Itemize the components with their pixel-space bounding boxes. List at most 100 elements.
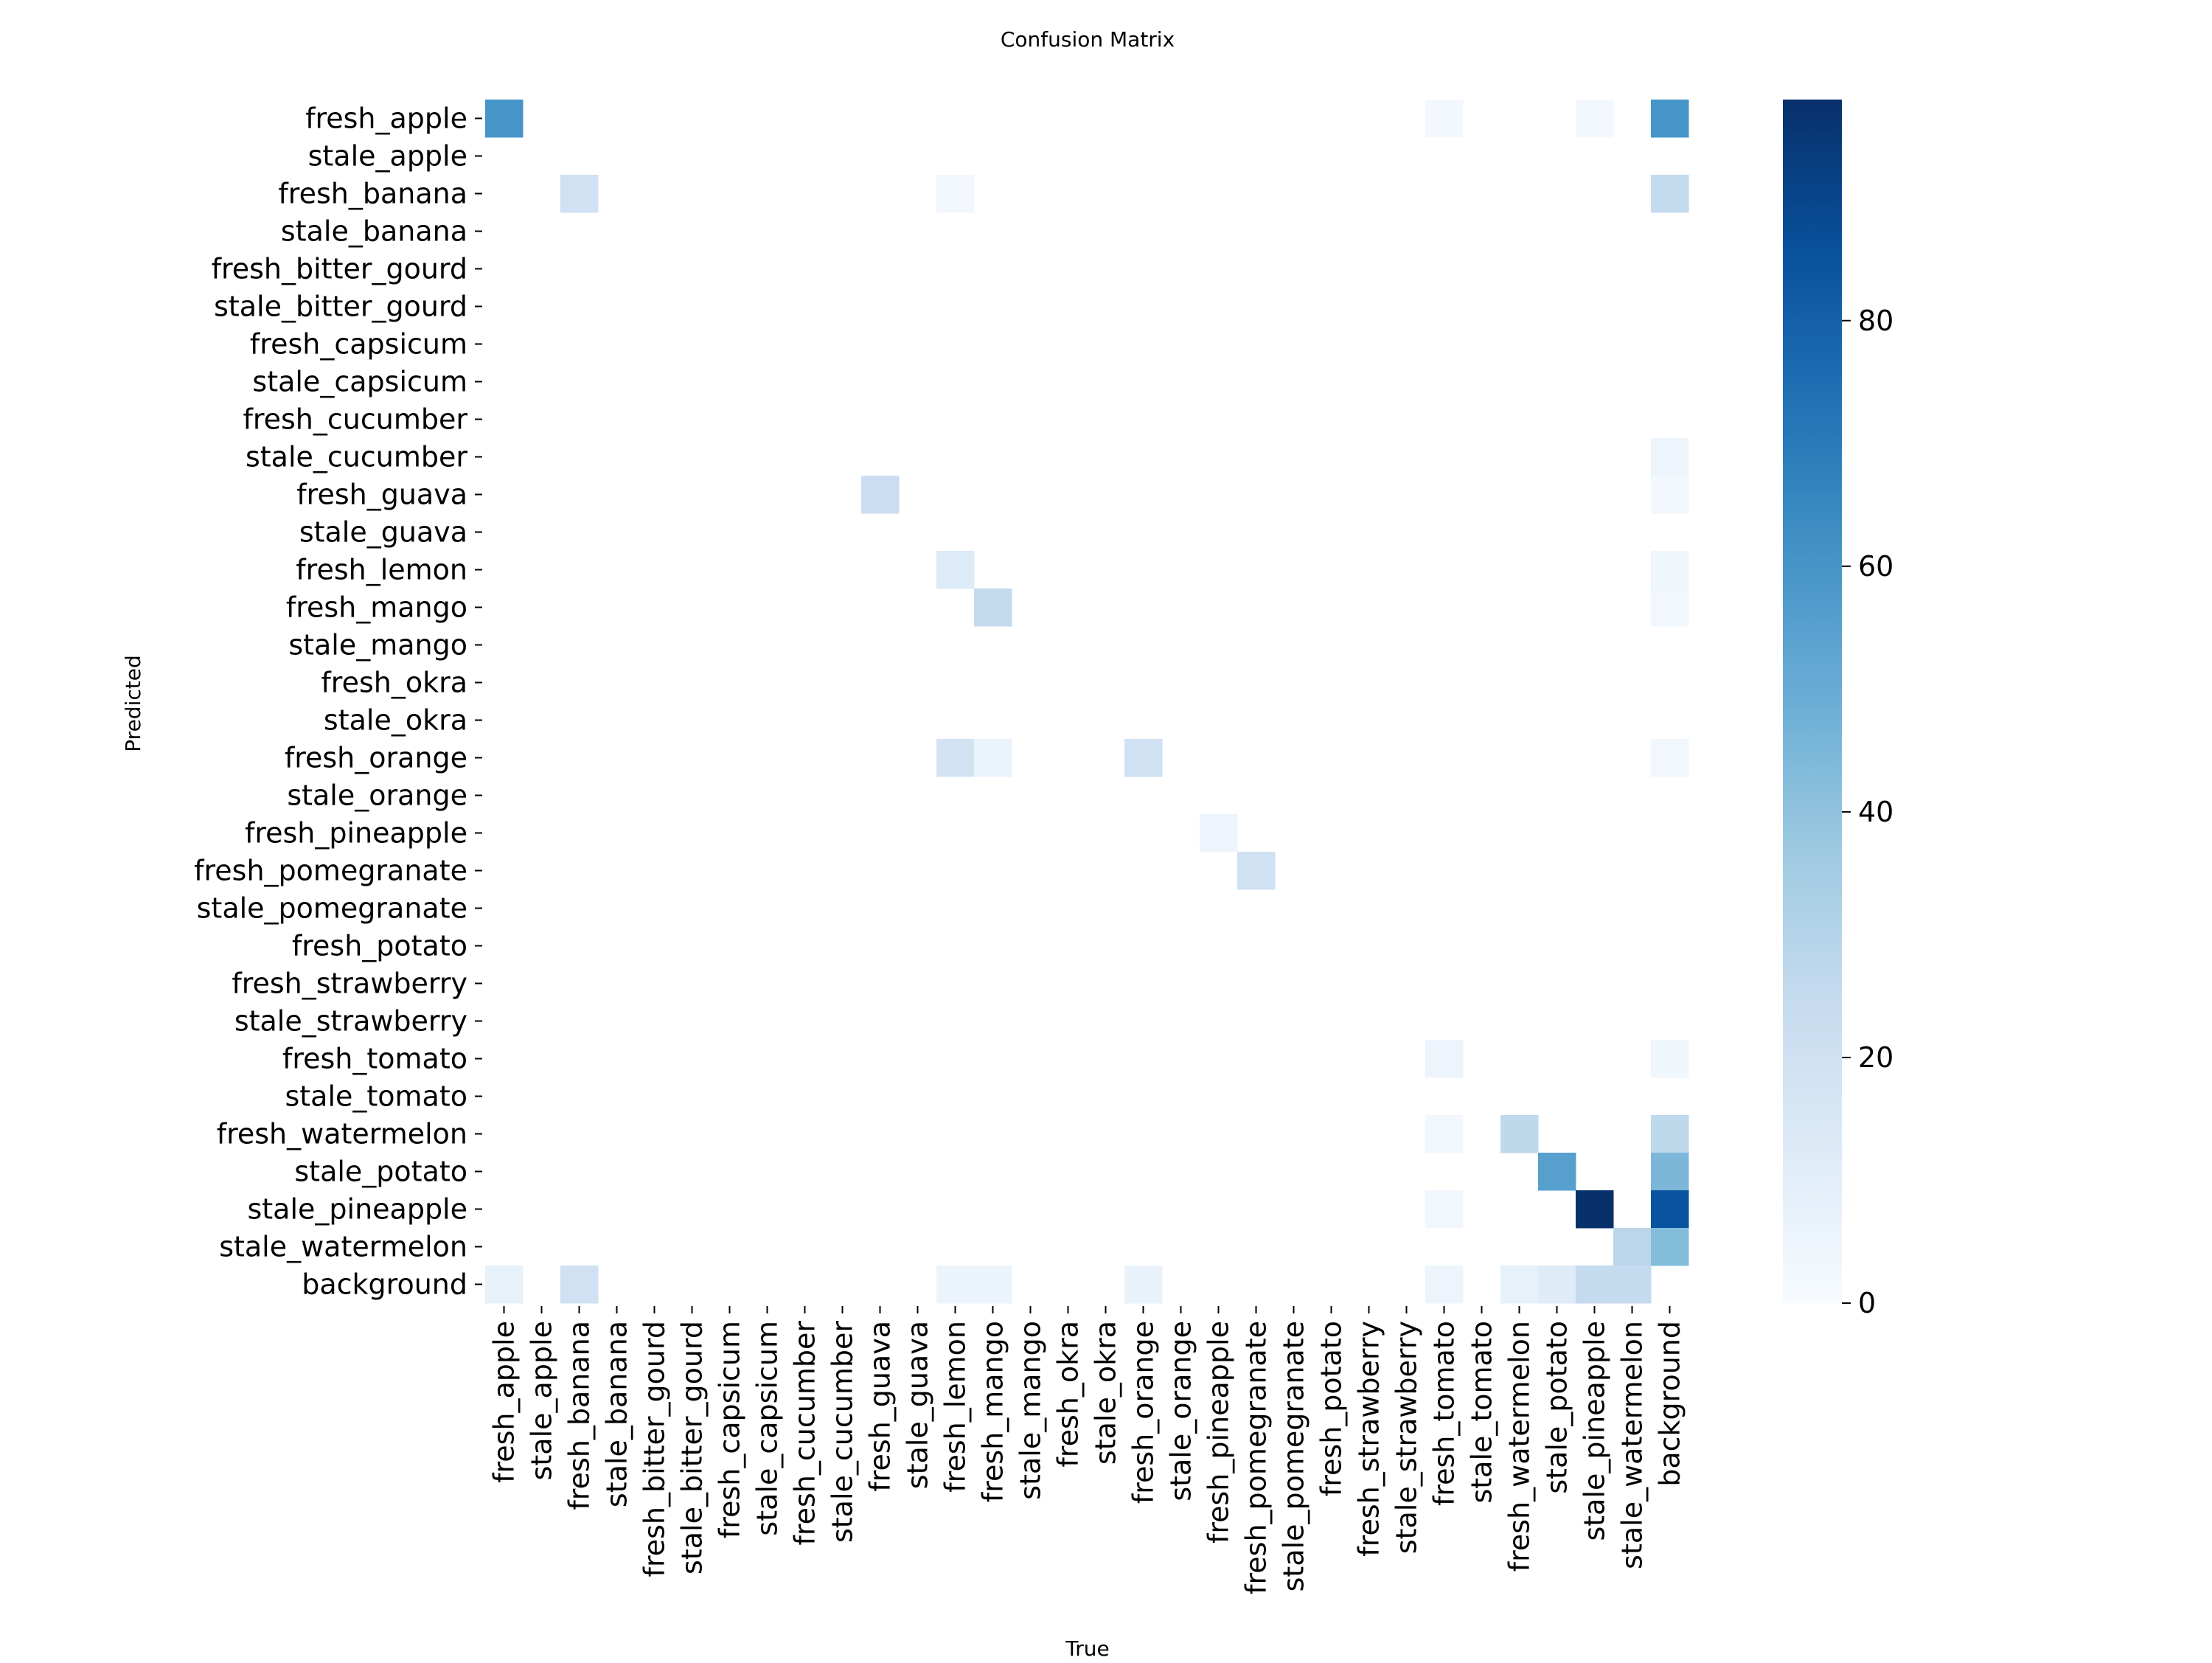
x-tick-label: fresh_pomegranate (1240, 1321, 1273, 1594)
heatmap-cell (1651, 1153, 1689, 1191)
y-tick-labels: fresh_apple stale_apple fresh_banana stale_… (194, 103, 482, 1301)
colorbar-tick-label: 60 (1858, 550, 1893, 583)
heatmap-cell (1651, 175, 1689, 213)
heatmap-cell (1576, 100, 1614, 138)
x-tick-label: fresh_guava (864, 1321, 897, 1492)
chart-title: Confusion Matrix (1001, 27, 1175, 52)
heatmap-cell (1576, 1190, 1614, 1229)
colorbar-gradient (1783, 100, 1842, 1303)
x-tick-label: fresh_apple (488, 1321, 521, 1483)
y-tick-label: stale_apple (308, 140, 467, 173)
x-tick-label: stale_banana (601, 1321, 633, 1507)
heatmap-cell (1237, 852, 1276, 890)
heatmap-cell (861, 476, 900, 514)
heatmap-cell (1651, 100, 1689, 138)
colorbar-tick-label: 0 (1858, 1287, 1876, 1319)
heatmap-cell (485, 100, 524, 138)
y-tick-label: fresh_pomegranate (194, 855, 467, 887)
heatmap-cell (560, 175, 599, 213)
heatmap-cell (936, 739, 975, 777)
heatmap-cell (560, 1266, 599, 1304)
colorbar: 0 20 40 60 80 (1783, 100, 1893, 1319)
heatmap-cell (936, 175, 975, 213)
x-tick-label: stale_bitter_gourd (676, 1321, 709, 1575)
y-tick-label: fresh_orange (285, 742, 467, 774)
heatmap-cell (1613, 1228, 1652, 1266)
heatmap-cell (936, 551, 975, 589)
heatmap-cell (974, 589, 1012, 627)
x-tick-label: background (1654, 1321, 1686, 1487)
y-tick-label: fresh_cucumber (243, 403, 467, 436)
heatmap-cell (1651, 476, 1689, 514)
x-tick-label: stale_pomegranate (1278, 1321, 1310, 1591)
heatmap-cell (1200, 814, 1238, 853)
x-tick-label: fresh_tomato (1428, 1321, 1461, 1506)
x-tick-label: stale_cucumber (827, 1321, 859, 1543)
heatmap-cell (1425, 100, 1464, 138)
colorbar-ticks: 0 20 40 60 80 (1842, 305, 1893, 1319)
heatmap-cell (1651, 739, 1689, 777)
x-tick-label: stale_okra (1090, 1321, 1122, 1465)
y-axis-title: Predicted (121, 655, 145, 751)
y-tick-label: stale_orange (287, 780, 467, 812)
heatmap-cell (1576, 1266, 1614, 1304)
y-tick-label: stale_cucumber (246, 441, 467, 473)
x-tick-label: fresh_cucumber (789, 1321, 821, 1546)
x-tick-label: fresh_potato (1315, 1321, 1348, 1496)
heatmap-cell (485, 1266, 524, 1304)
heatmap-cell (974, 739, 1012, 777)
y-tick-label: stale_capsicum (252, 366, 467, 398)
x-tick-label: fresh_okra (1052, 1321, 1085, 1468)
x-tick-label: fresh_bitter_gourd (639, 1321, 671, 1577)
y-tick-label: stale_okra (324, 704, 467, 737)
x-axis-title: True (1065, 1636, 1109, 1659)
heatmap-cell (1613, 1266, 1652, 1304)
x-tick-label: stale_mango (1015, 1321, 1047, 1500)
heatmap-cell (1124, 1266, 1163, 1304)
heatmap-cell (1651, 1040, 1689, 1078)
x-tick-label: stale_apple (526, 1321, 558, 1480)
x-tick-label: fresh_watermelon (1503, 1321, 1536, 1572)
heatmap-cell (1651, 589, 1689, 627)
heatmap-cell (1425, 1040, 1464, 1078)
heatmap-cell (1651, 438, 1689, 476)
heatmap-cell (1124, 739, 1163, 777)
y-tick-label: background (302, 1268, 467, 1301)
y-tick-label: stale_guava (299, 516, 467, 549)
y-tick-label: stale_bitter_gourd (214, 291, 467, 323)
y-tick-label: fresh_tomato (282, 1043, 467, 1075)
heatmap-cell (1500, 1115, 1539, 1153)
x-tick-label: stale_tomato (1466, 1321, 1498, 1504)
y-tick-label: fresh_pineapple (245, 817, 467, 850)
heatmap-cells (485, 100, 1689, 1304)
y-tick-label: stale_pineapple (247, 1193, 467, 1226)
x-tick-label: fresh_strawberry (1353, 1321, 1385, 1557)
x-tick-label: fresh_pineapple (1203, 1321, 1235, 1544)
y-tick-label: fresh_mango (286, 591, 467, 624)
x-tick-label: stale_orange (1165, 1321, 1197, 1501)
colorbar-tick-label: 80 (1858, 305, 1893, 337)
x-tick-label: fresh_orange (1127, 1321, 1160, 1504)
heatmap-cell (1538, 1153, 1576, 1191)
y-tick-label: fresh_banana (278, 178, 467, 210)
y-tick-label: fresh_apple (305, 103, 467, 135)
x-tick-label: fresh_mango (977, 1321, 1009, 1502)
heatmap-cell (1651, 1190, 1689, 1229)
y-tick-label: fresh_capsicum (250, 328, 467, 361)
heatmap-cell (1425, 1190, 1464, 1229)
colorbar-tick-label: 40 (1858, 796, 1893, 828)
y-tick-label: fresh_guava (296, 479, 467, 511)
x-tick-label: stale_guava (902, 1321, 934, 1489)
colorbar-tick-label: 20 (1858, 1041, 1893, 1074)
x-tick-label: fresh_lemon (939, 1321, 972, 1493)
heatmap-cell (1651, 551, 1689, 589)
heatmap-cell (1500, 1266, 1539, 1304)
heatmap-cell (1651, 1228, 1689, 1266)
y-tick-label: fresh_bitter_gourd (212, 253, 467, 285)
y-tick-label: fresh_potato (292, 930, 467, 962)
x-tick-label: stale_strawberry (1391, 1321, 1423, 1554)
y-tick-label: stale_mango (288, 629, 467, 662)
x-tick-label: fresh_banana (563, 1321, 596, 1510)
